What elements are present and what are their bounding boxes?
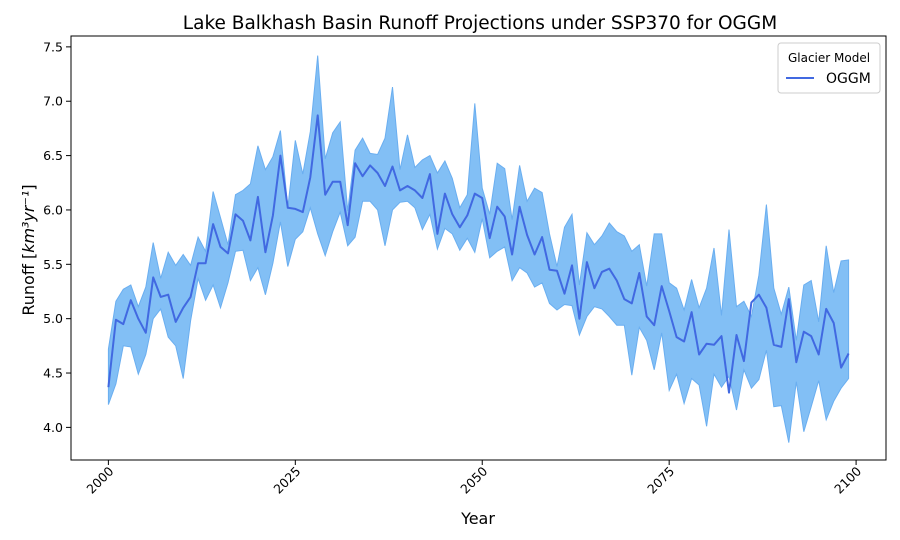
y-axis-ticks: 4.0 4.5 5.0 5.5 6.0 6.5 7.0 7.5	[43, 39, 71, 435]
y-tick-label: 5.0	[43, 311, 63, 326]
y-tick-label: 5.5	[43, 257, 63, 272]
y-tick-label: 4.0	[43, 420, 63, 435]
legend-entry-oggm: OGGM	[826, 71, 871, 87]
uncertainty-band	[107, 55, 850, 443]
y-tick-label: 7.5	[43, 39, 63, 54]
y-tick-label: 6.0	[43, 202, 63, 217]
y-tick-label: 7.0	[43, 94, 63, 109]
y-tick-label: 6.5	[43, 148, 63, 163]
legend-title: Glacier Model	[788, 51, 870, 65]
y-tick-label: 4.5	[43, 366, 63, 381]
x-axis-label: Year	[460, 509, 495, 528]
plot-area	[70, 35, 887, 461]
y-axis-label-prefix: Runoff [	[19, 253, 38, 316]
y-axis-label: Runoff [km³yr⁻¹]	[19, 184, 38, 315]
series-line-oggm	[107, 114, 850, 394]
legend-box	[777, 42, 881, 94]
legend: Glacier Model OGGM	[777, 42, 881, 94]
chart-title: Lake Balkhash Basin Runoff Projections u…	[183, 13, 777, 34]
plot-frame	[70, 35, 887, 461]
y-axis-label-suffix: ]	[19, 184, 38, 190]
y-axis-label-unit: km³yr⁻¹	[19, 191, 38, 253]
